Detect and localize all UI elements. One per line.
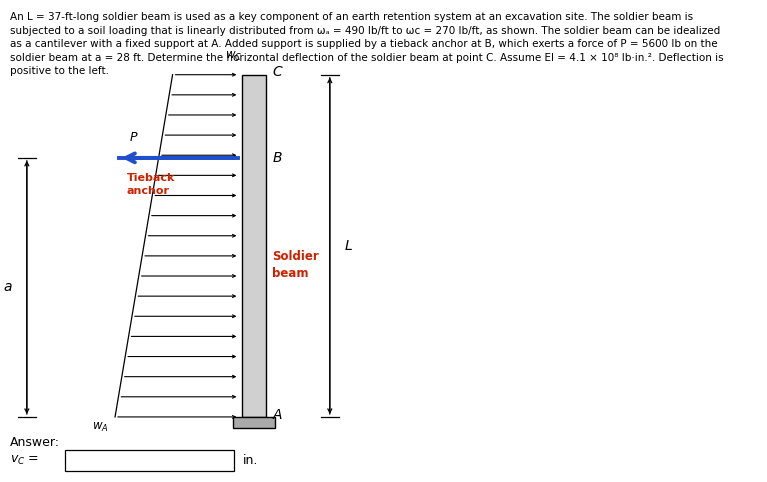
Text: in.: in.: [243, 454, 258, 467]
Text: $B$: $B$: [272, 151, 283, 165]
Text: $w_A$: $w_A$: [92, 421, 109, 434]
Text: Tieback
anchor: Tieback anchor: [127, 174, 175, 196]
Text: $A$: $A$: [272, 407, 284, 422]
Text: $L$: $L$: [344, 239, 353, 253]
Text: An L = 37-ft-long soldier beam is used as a key component of an earth retention : An L = 37-ft-long soldier beam is used a…: [10, 12, 723, 77]
Bar: [233, 417, 275, 428]
Text: $a$: $a$: [3, 281, 13, 295]
Text: $v_C$ =: $v_C$ =: [10, 454, 39, 467]
Text: Answer:: Answer:: [10, 436, 60, 449]
Text: $P$: $P$: [130, 132, 139, 145]
Text: Soldier
beam: Soldier beam: [272, 250, 319, 280]
Text: $C$: $C$: [272, 65, 284, 80]
Bar: [242, 75, 266, 417]
Text: $w_C$: $w_C$: [225, 50, 242, 63]
Bar: [65, 450, 234, 471]
